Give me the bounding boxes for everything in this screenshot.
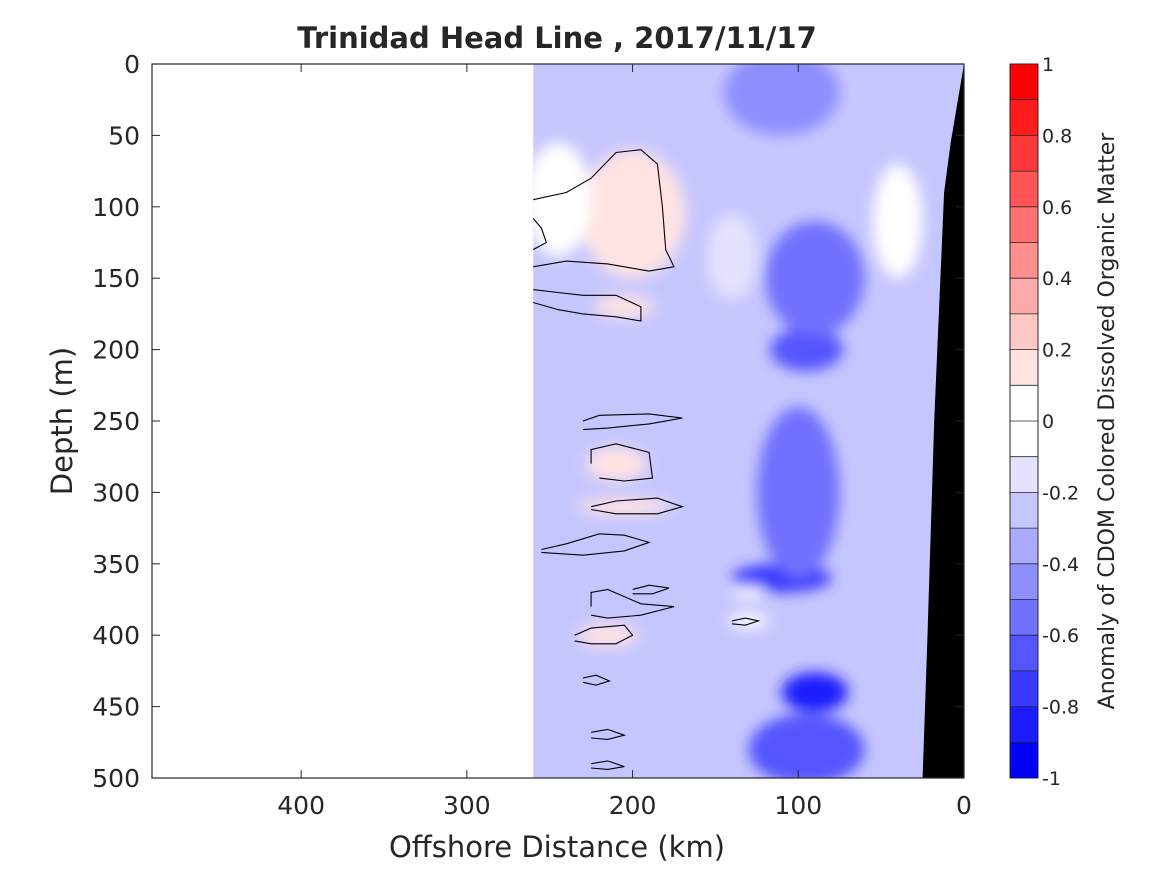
y-tick-label: 250 xyxy=(92,407,140,436)
x-axis: 400 300 200 100 0 xyxy=(277,64,972,820)
y-tick-label: 400 xyxy=(92,621,140,650)
x-axis-label: Offshore Distance (km) xyxy=(389,830,725,864)
colorbar-swatch xyxy=(1010,349,1038,386)
colorbar-tick-label: 0.4 xyxy=(1042,268,1072,290)
colorbar-tick-label: -0.2 xyxy=(1042,482,1079,504)
y-tick-label: 350 xyxy=(92,550,140,579)
colorbar-swatch xyxy=(1010,64,1038,101)
y-tick-label: 500 xyxy=(92,764,140,793)
y-tick-label: 50 xyxy=(108,121,140,150)
colorbar-swatch xyxy=(1010,421,1038,458)
colorbar-frame xyxy=(1009,63,1039,779)
contour-line xyxy=(632,584,670,595)
contour-line xyxy=(731,617,761,626)
colorbar-swatch xyxy=(1010,313,1038,351)
contour-line xyxy=(591,760,625,770)
colorbar-swatch xyxy=(1010,171,1038,208)
anomaly-blob xyxy=(723,64,840,136)
anomaly-blob xyxy=(707,213,757,300)
contour-line xyxy=(590,588,675,619)
contour-line xyxy=(533,217,548,251)
colorbar-swatch xyxy=(1010,635,1038,672)
colorbar-tick-label: -0.6 xyxy=(1042,625,1079,647)
y-tick-label: 0 xyxy=(124,50,140,79)
colorbar-swatch xyxy=(1010,385,1038,422)
anomaly-field xyxy=(533,64,964,778)
x-tick-label: 0 xyxy=(956,791,972,820)
anomaly-blob xyxy=(781,672,848,713)
zero-contour-lines xyxy=(533,149,761,770)
colorbar-tick-label: 0.2 xyxy=(1042,340,1072,362)
colorbar-tick-label: 0 xyxy=(1042,411,1054,433)
contour-line xyxy=(582,674,611,686)
y-tick-label: 100 xyxy=(92,193,140,222)
colorbar-swatch xyxy=(1010,742,1038,779)
x-tick-label: 400 xyxy=(277,791,325,820)
x-tick-label: 300 xyxy=(443,791,491,820)
y-tick-label: 450 xyxy=(92,693,140,722)
y-tick-label: 200 xyxy=(92,336,140,365)
y-tick-label: 300 xyxy=(92,478,140,507)
colorbar-tick-label: 0.8 xyxy=(1042,125,1072,147)
anomaly-blob xyxy=(594,295,655,319)
anomaly-blob xyxy=(872,163,923,279)
chart-title: Trinidad Head Line , 2017/11/17 xyxy=(297,21,817,55)
y-tick-label: 150 xyxy=(92,264,140,293)
contour-line xyxy=(582,413,683,431)
contour-line xyxy=(590,443,654,482)
field-blobs xyxy=(533,64,923,778)
colorbar: 1 0.8 0.6 0.4 0.2 0 -0.2 -0.4 -0.6 -0.8 -1 xyxy=(1009,54,1079,790)
contour-line xyxy=(533,289,642,322)
colorbar-swatch xyxy=(1010,206,1038,243)
anomaly-blob xyxy=(765,221,865,336)
contour-line xyxy=(541,533,651,556)
contour-line xyxy=(533,149,675,272)
colorbar-swatch xyxy=(1010,599,1038,636)
colorbar-swatch xyxy=(1010,135,1038,172)
colorbar-swatch xyxy=(1010,706,1038,743)
colorbar-label: Anomaly of CDOM Colored Dissolved Organi… xyxy=(1095,132,1120,710)
anomaly-blob xyxy=(728,613,769,629)
colorbar-swatch xyxy=(1010,456,1038,493)
colorbar-tick-label: -0.8 xyxy=(1042,697,1079,719)
anomaly-blob xyxy=(586,446,646,481)
contour-line xyxy=(574,624,634,645)
y-axis-label: Depth (m) xyxy=(45,347,79,495)
contour-line xyxy=(590,497,685,515)
contour-line xyxy=(591,728,627,740)
anomaly-blob xyxy=(533,142,592,257)
anomaly-blob xyxy=(756,406,840,579)
x-tick-label: 100 xyxy=(774,791,822,820)
colorbar-swatch xyxy=(1010,670,1038,708)
colorbar-swatch xyxy=(1010,528,1038,565)
colorbar-swatch xyxy=(1010,278,1038,315)
colorbar-swatch xyxy=(1010,99,1038,136)
anomaly-blob xyxy=(770,328,844,372)
plot-area xyxy=(151,63,965,779)
x-tick-label: 200 xyxy=(609,791,657,820)
colorbar-tick-label: 0.6 xyxy=(1042,197,1072,219)
anomaly-blob xyxy=(732,586,766,599)
colorbar-tick-label: -0.4 xyxy=(1042,554,1079,576)
y-axis: 0 50 100 150 200 250 300 350 400 450 500 xyxy=(92,50,964,793)
colorbar-swatch xyxy=(1010,563,1038,600)
colorbar-swatch xyxy=(1010,492,1038,529)
colorbar-swatch xyxy=(1010,242,1038,279)
colorbar-tick-label: 1 xyxy=(1042,54,1054,76)
bathymetry-mask xyxy=(922,64,964,778)
colorbar-tick-label: -1 xyxy=(1042,768,1061,790)
anomaly-blob xyxy=(748,713,865,778)
